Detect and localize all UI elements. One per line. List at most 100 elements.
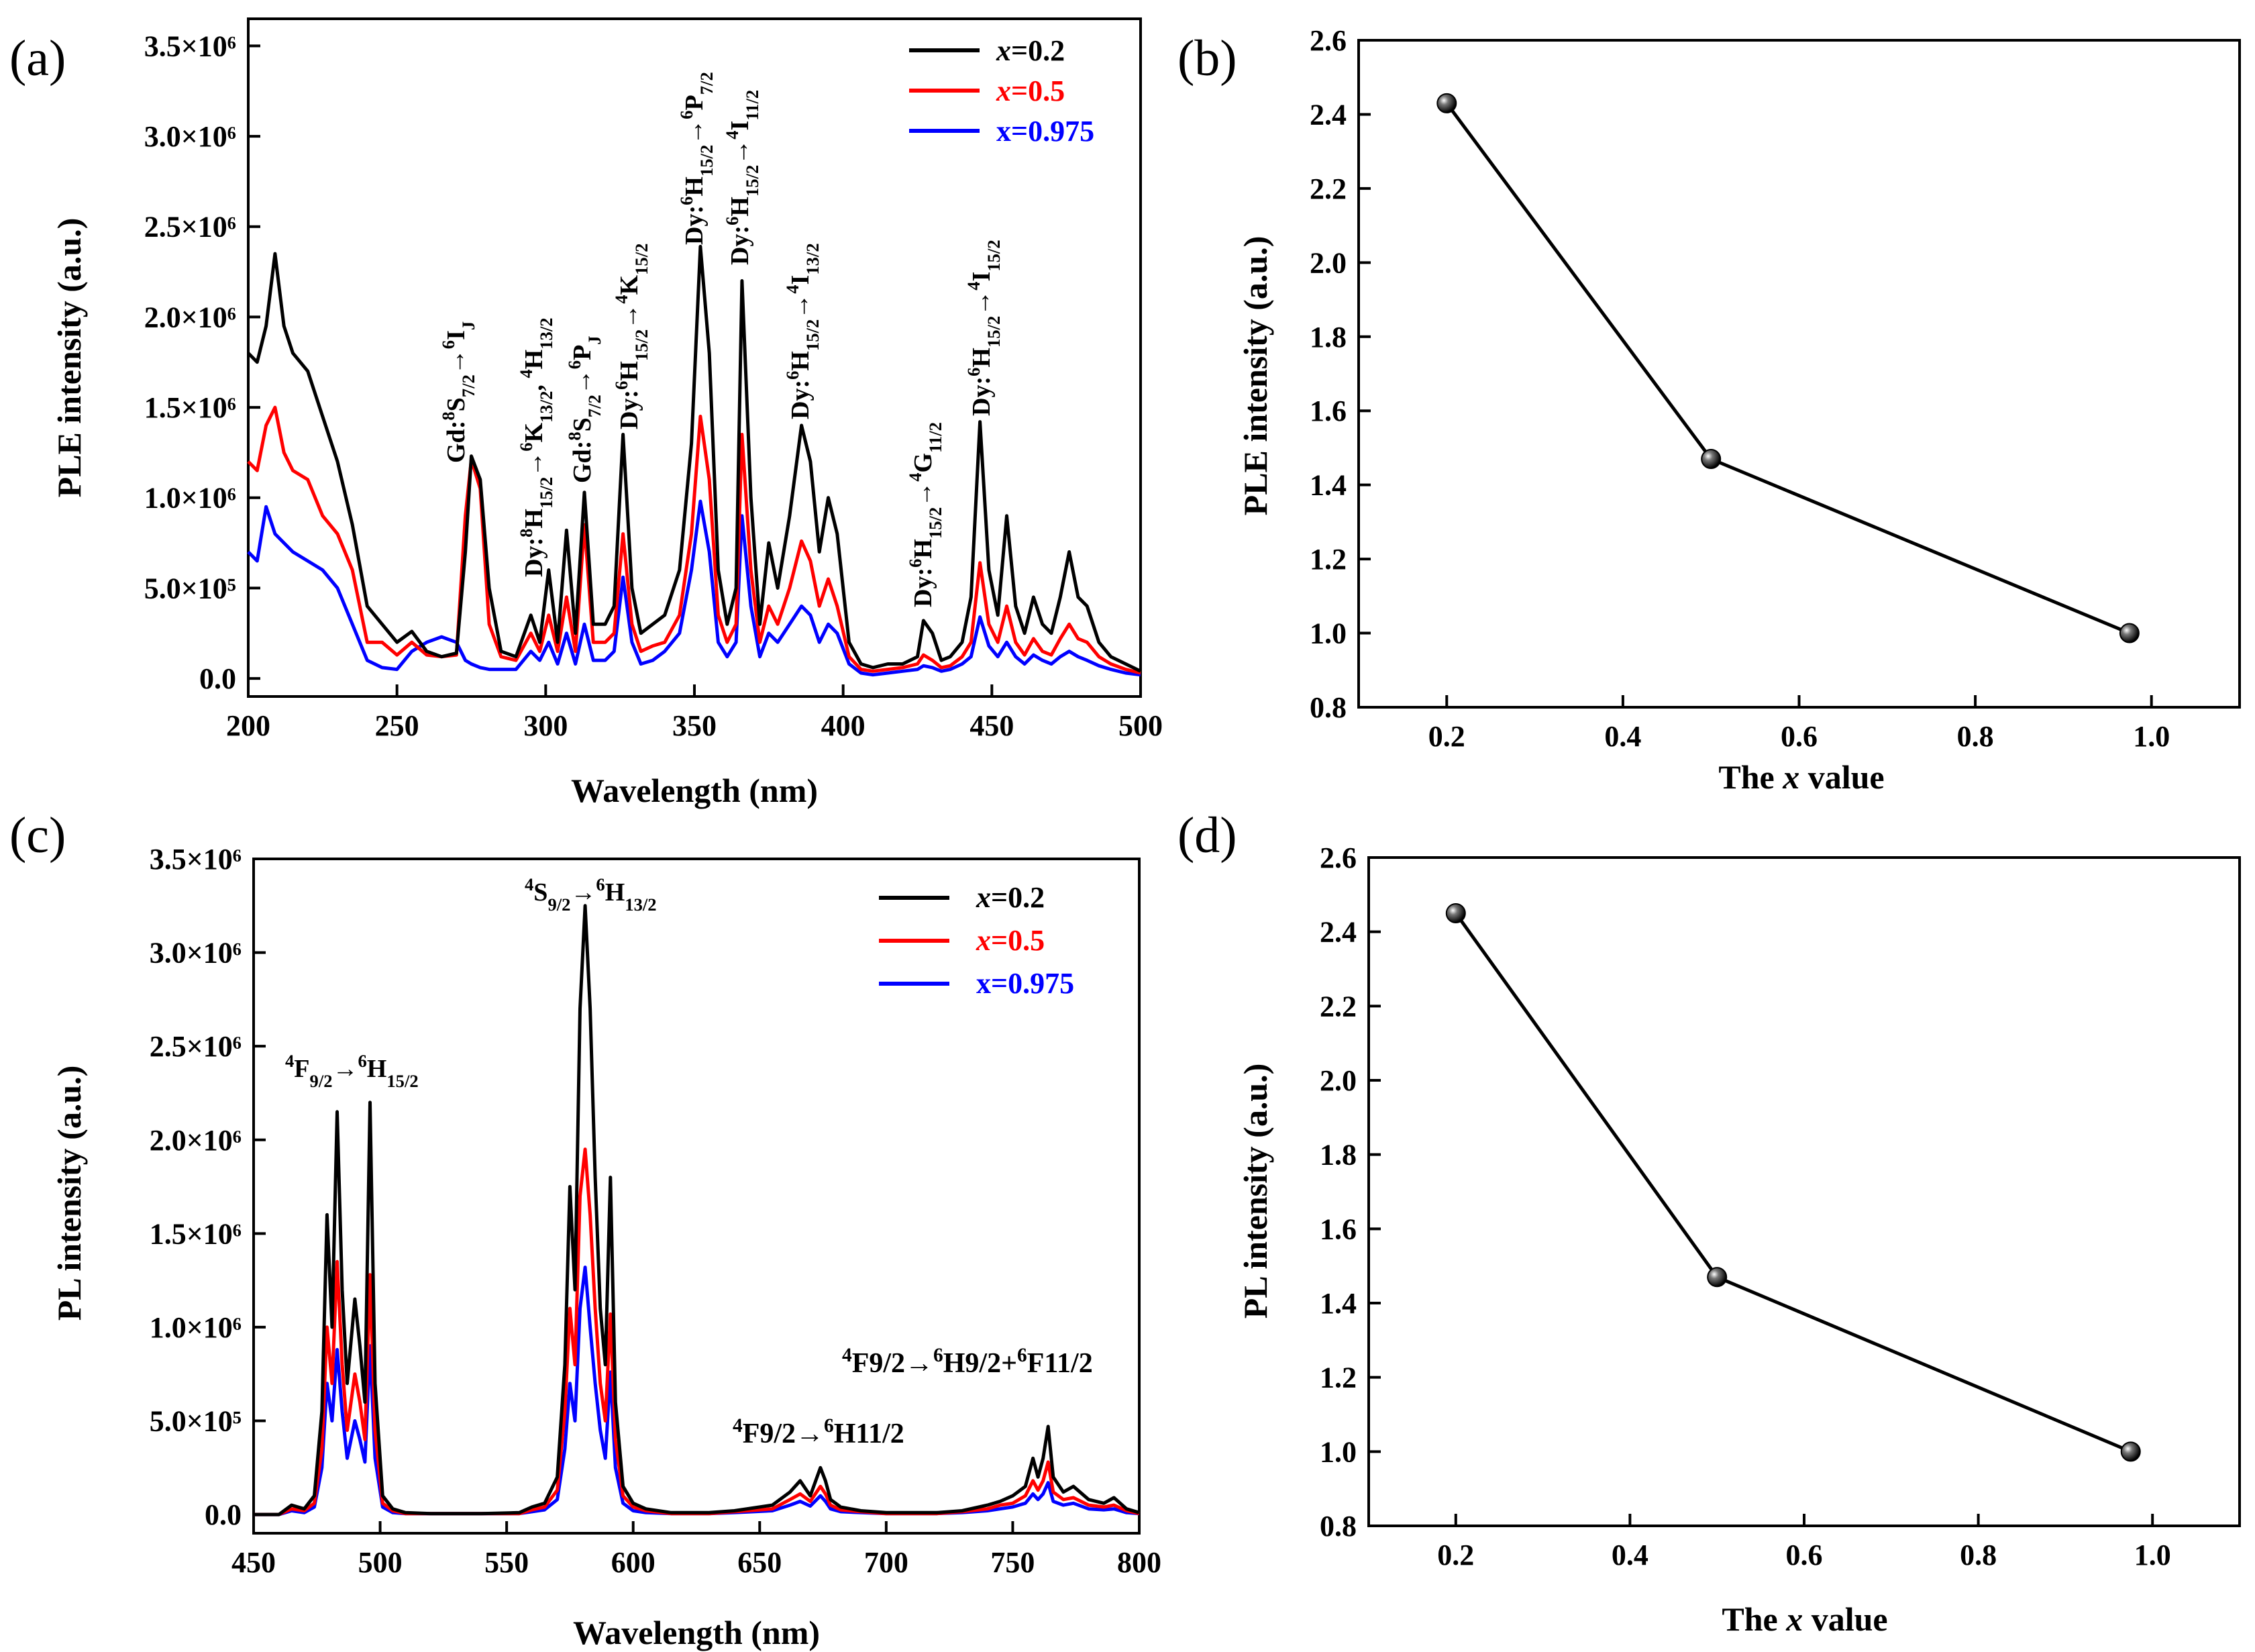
- panel-c-xtick-label: 550: [484, 1546, 529, 1579]
- panel-b-series: [1436, 93, 2140, 643]
- panel-c-xlabel: Wavelength (nm): [573, 1614, 820, 1651]
- panel-c-series-line: [254, 1147, 1140, 1516]
- panel-a-ytick-label: 2.5×10⁶: [144, 211, 236, 244]
- annotation-a-gd-6pj: Gd:8S7/2→6PJ: [564, 335, 605, 483]
- panel-a-series-line: [247, 405, 1141, 675]
- panel-a-ytick-label: 1.0×10⁶: [144, 482, 236, 515]
- panel-b-xtick-label: 0.6: [1781, 720, 1818, 753]
- annotation-a-dy-6p72: Dy:6H15/2→6P7/2: [676, 72, 717, 245]
- panel-d-label: (d): [1177, 807, 1237, 864]
- panel-b-frame: [1357, 39, 2241, 709]
- legend-c-text-2: x=0.975: [976, 967, 1074, 1000]
- panel-c-ytick-label: 5.0×10⁵: [150, 1405, 242, 1438]
- panel-a-ticks: 200 250 300 350 400 450 500 0.0 5.0×10⁵ 1.0×10⁶ 1.…: [144, 30, 1163, 742]
- panel-c-ytick-label: 2.0×10⁶: [150, 1124, 242, 1157]
- panel-d-frame: [1367, 856, 2241, 1527]
- panel-c-ytick-label: 3.5×10⁶: [150, 843, 242, 876]
- panel-a-annotations: Gd:8S7/2→6IJ Dy:8H15/2→6K13/2, 4H13/2 Gd…: [438, 72, 1004, 607]
- annotation-a-dy-4g112: Dy:6H15/2→4G11/2: [905, 422, 945, 607]
- legend-a-text-1: x=0.5: [996, 74, 1065, 107]
- panel-d-ticks: 0.2 0.4 0.6 0.8 1.0 0.8 1.0 1.2 1.4 1.6 1.8 2.0 2.2 2…: [1320, 841, 2171, 1571]
- annotation-c-4f-6h92-6f112: 4F9/2→6H9/2+6F11/2: [842, 1345, 1093, 1379]
- panel-c-label: (c): [9, 807, 66, 864]
- panel-c-xtick-label: 450: [231, 1546, 276, 1579]
- panel-c: (c) 450 500 550 600 650 700 750 800 0.0 5.0×10⁵ 1.…: [9, 807, 1161, 1651]
- panel-c-xtick-label: 600: [611, 1546, 655, 1579]
- panel-d-xlabel: The x value: [1722, 1600, 1887, 1638]
- panel-d-ylabel: PL intensity (a.u.): [1237, 1064, 1274, 1319]
- panel-c-xtick-label: 750: [990, 1546, 1035, 1579]
- panel-a-xtick-label: 350: [672, 709, 717, 742]
- panel-b-ytick-label: 2.2: [1310, 172, 1347, 205]
- panel-a-ytick-label: 3.5×10⁶: [144, 30, 236, 62]
- panel-b-xtick-label: 1.0: [2133, 720, 2170, 753]
- panel-a-ytick-label: 2.0×10⁶: [144, 301, 236, 333]
- panel-c-xtick-label: 650: [737, 1546, 782, 1579]
- panel-c-ytick-label: 1.0×10⁶: [150, 1311, 242, 1344]
- panel-d-ytick-label: 1.2: [1320, 1361, 1357, 1394]
- panel-c-legend: x=0.2 x=0.5 x=0.975: [879, 881, 1074, 1000]
- panel-d-ytick-label: 2.4: [1320, 916, 1357, 949]
- panel-a-ytick-label: 3.0×10⁶: [144, 120, 236, 153]
- panel-d-data-point: [1707, 1267, 1728, 1288]
- panel-a-series: [247, 244, 1142, 677]
- panel-b-ytick-label: 2.0: [1310, 246, 1347, 279]
- legend-a-text-0: x=0.2: [996, 34, 1065, 67]
- panel-a-ytick-label: 0.0: [199, 662, 236, 695]
- annotation-a-gd-6ij: Gd:8S7/2→6IJ: [438, 321, 478, 463]
- panel-a-xtick-label: 500: [1118, 709, 1163, 742]
- panel-b-ytick-label: 2.4: [1310, 98, 1347, 131]
- panel-b-ytick-label: 1.8: [1310, 321, 1347, 354]
- panel-b-data-point: [1701, 449, 1722, 470]
- panel-a-xtick-label: 200: [226, 709, 270, 742]
- panel-c-frame: [252, 858, 1141, 1535]
- panel-d-data-point: [1445, 903, 1466, 923]
- panel-d-ytick-label: 1.4: [1320, 1287, 1357, 1320]
- panel-d-ytick-label: 0.8: [1320, 1510, 1357, 1543]
- panel-d-data-point: [2120, 1441, 2141, 1462]
- panel-c-xtick-label: 700: [864, 1546, 908, 1579]
- annotation-a-dy-4k15: Dy:6H15/2→4K15/2: [611, 244, 651, 429]
- legend-c-text-1: x=0.5: [976, 924, 1045, 957]
- panel-d-xtick-label: 0.6: [1786, 1539, 1823, 1571]
- panel-a-ytick-label: 1.5×10⁶: [144, 391, 236, 424]
- panel-a-ytick-label: 5.0×10⁵: [144, 572, 236, 605]
- panel-b-ytick-label: 0.8: [1310, 691, 1347, 724]
- panel-a-legend: x=0.2 x=0.5 x=0.975: [909, 34, 1094, 148]
- annotation-c-4f-6h152: 4F9/2→6H15/2: [285, 1051, 419, 1091]
- panel-c-xtick-label: 800: [1117, 1546, 1161, 1579]
- panel-a-xlabel: Wavelength (nm): [571, 772, 818, 809]
- panel-c-ytick-label: 3.0×10⁶: [150, 937, 242, 970]
- legend-a-text-2: x=0.975: [996, 115, 1094, 148]
- panel-b-xlabel: The x value: [1718, 758, 1884, 796]
- legend-c-text-0: x=0.2: [976, 881, 1045, 914]
- annotation-c-4f-6h112: 4F9/2→6H11/2: [733, 1415, 904, 1449]
- panel-c-series: [254, 904, 1140, 1516]
- panel-b-data-point: [1436, 93, 1457, 113]
- panel-b-xtick-label: 0.8: [1957, 720, 1994, 753]
- panel-b-connector-line: [1445, 102, 2130, 635]
- annotation-a-dy-4i132: Dy:6H15/2→4I13/2: [782, 243, 823, 419]
- panel-a-xtick-label: 250: [375, 709, 419, 742]
- panel-b-ylabel: PLE intensity (a.u.): [1237, 236, 1274, 516]
- panel-d-series: [1445, 903, 2141, 1462]
- panel-d-xtick-label: 0.8: [1960, 1539, 1997, 1571]
- panel-b-ytick-label: 1.6: [1310, 395, 1347, 427]
- panel-a-xtick-label: 400: [821, 709, 866, 742]
- panel-d: (d) 0.2 0.4 0.6 0.8 1.0 0.8 1.0 1.2 1.4 1.6 1.8 2.0…: [1177, 807, 2241, 1638]
- panel-c-ytick-label: 0.0: [205, 1498, 242, 1531]
- annotation-a-dy-4i112: Dy:6H15/2→4I11/2: [722, 90, 762, 265]
- panel-a: (a) 200 250 300 350 400 450 500 0.0 5.0×10⁵ 1.0×1…: [9, 17, 1163, 809]
- panel-b: (b) 0.2 0.4 0.6 0.8 1.0 0.8 1.0 1.2 1.4 1.6 1.8 2.0…: [1177, 24, 2241, 796]
- panel-d-ytick-label: 1.8: [1320, 1139, 1357, 1172]
- panel-c-ytick-label: 1.5×10⁶: [150, 1217, 242, 1250]
- panel-a-xtick-label: 300: [523, 709, 568, 742]
- annotation-c-4s-6h132: 4S9/2→6H13/2: [525, 874, 657, 915]
- panel-d-ytick-label: 2.2: [1320, 990, 1357, 1023]
- panel-a-ylabel: PLE intensity (a.u.): [50, 218, 88, 498]
- panel-c-ticks: 450 500 550 600 650 700 750 800 0.0 5.0×10⁵ 1.0×10…: [150, 843, 1161, 1579]
- panel-b-ytick-label: 1.0: [1310, 617, 1347, 650]
- panel-d-xtick-label: 0.2: [1437, 1539, 1474, 1571]
- panel-b-data-point: [2119, 623, 2140, 643]
- panel-a-series-line: [247, 244, 1142, 673]
